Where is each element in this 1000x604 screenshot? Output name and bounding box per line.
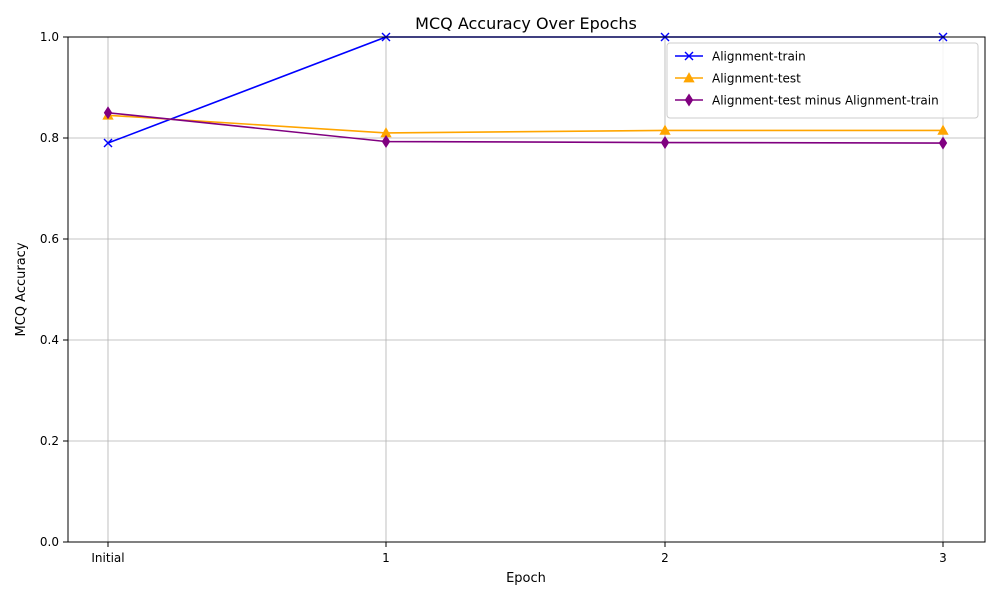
legend-item: Alignment-train [675,50,806,64]
data-point [381,135,391,149]
y-axis-label: MCQ Accuracy [14,242,29,336]
data-point [103,138,113,148]
data-point [659,124,671,135]
legend-swatch-marker [684,51,694,61]
data-point [660,136,670,150]
y-tick-label: 1.0 [40,30,59,44]
legend-swatch-marker [684,93,694,107]
y-tick-label: 0.8 [40,131,59,145]
y-tick-label: 0.0 [40,535,59,549]
plot-frame [67,36,986,543]
legend-box [666,42,979,119]
x-axis-ticks: Initial 1 2 3 [91,542,947,565]
chart-title: MCQ Accuracy Over Epochs [415,14,637,33]
series-line [107,114,943,134]
y-tick-label: 0.2 [40,434,59,448]
x-tick-label: Initial [91,551,124,565]
series-3 [103,106,948,150]
data-point [937,124,949,135]
legend: Alignment-train Alignment-test Alignment-t… [666,42,979,119]
legend-label: Alignment-test minus Alignment-train [712,94,939,108]
y-tick-label: 0.4 [40,333,59,347]
data-point [103,106,113,120]
x-axis-label: Epoch [506,571,546,586]
data-point [938,136,948,150]
series-line [107,111,944,144]
legend-label: Alignment-train [712,50,806,64]
x-tick-label: 3 [939,551,947,565]
x-tick-label: 1 [382,551,390,565]
legend-item: Alignment-test [675,72,801,86]
legend-label: Alignment-test [712,72,801,86]
y-axis-ticks: 0.0 0.2 0.4 0.6 0.8 1.0 [40,30,68,549]
x-tick-label: 2 [661,551,669,565]
legend-item: Alignment-test minus Alignment-train [675,93,939,108]
legend-swatch-marker [683,72,695,83]
y-tick-label: 0.6 [40,232,59,246]
